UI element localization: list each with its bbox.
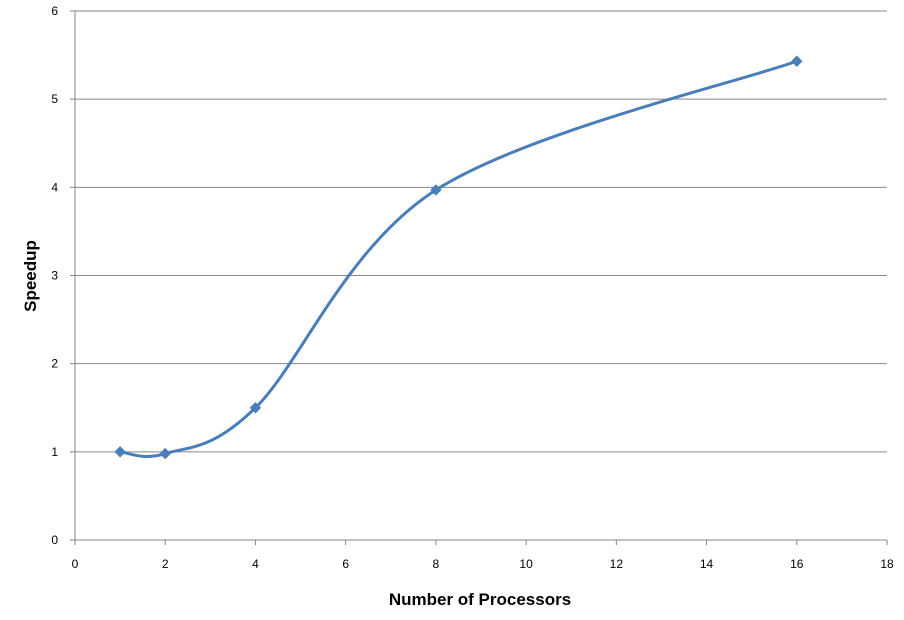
data-point-marker [114,446,126,458]
x-tick-label: 0 [72,557,79,571]
data-point-marker [159,447,171,460]
series-layer [114,55,803,460]
y-tick-label: 6 [51,4,58,18]
x-tick-label: 12 [610,557,624,571]
x-tick-label: 8 [433,557,440,571]
y-tick-label: 5 [51,92,58,106]
x-tick-label: 18 [880,557,894,571]
x-axis-ticks: 0 2 4 6 8 10 12 14 16 18 [72,540,894,571]
x-tick-label: 14 [700,557,714,571]
x-tick-label: 4 [252,557,259,571]
y-tick-label: 3 [51,269,58,283]
series-line [119,59,798,458]
gridlines [75,10,887,453]
x-axis-title: Number of Processors [389,590,571,609]
y-tick-label: 0 [51,533,58,547]
y-tick-label: 1 [51,445,58,459]
data-point-marker [791,55,803,67]
x-tick-label: 16 [790,557,804,571]
x-tick-label: 10 [519,557,533,571]
x-tick-label: 6 [342,557,349,571]
y-axis-ticks: 0 1 2 3 4 5 6 [51,4,75,547]
y-tick-label: 4 [51,180,58,194]
x-tick-label: 2 [162,557,169,571]
data-point-marker [430,184,442,196]
data-point-marker [249,402,262,414]
y-axis-title: Speedup [21,240,40,312]
y-tick-label: 2 [51,357,58,371]
